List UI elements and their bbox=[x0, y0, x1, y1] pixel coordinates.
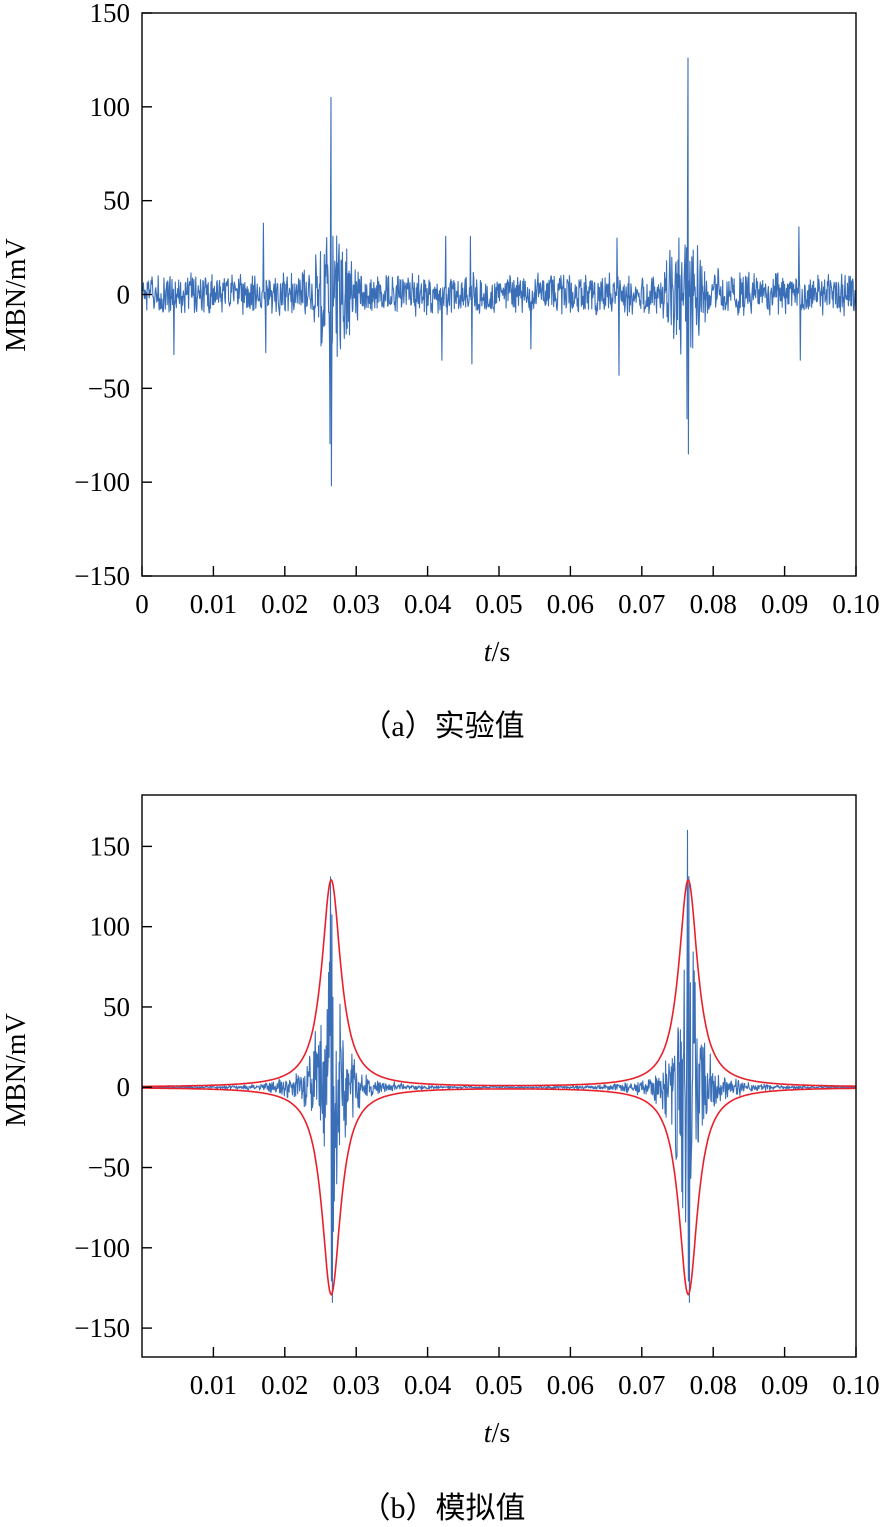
chart-b-signal bbox=[141, 829, 857, 1303]
chart-a-y-axis-label: MBN/mV bbox=[1, 238, 32, 352]
chart-a-x-tick-label: 0.05 bbox=[475, 589, 522, 619]
chart-b-x-tick-label: 0.10 bbox=[832, 1370, 879, 1400]
chart-a-signal-line bbox=[141, 57, 857, 487]
chart-a-x-tick-label: 0.03 bbox=[333, 589, 380, 619]
chart-b-x-tick-label: 0.07 bbox=[618, 1370, 665, 1400]
chart-a-caption: （a）实验值 bbox=[361, 710, 524, 743]
chart-b-x-axis: 0.01 0.02 0.03 0.04 0.05 0.06 0.07 0.08 0.09 0.10 bbox=[190, 1347, 880, 1400]
chart-b-x-axis-label-unit: /s bbox=[492, 1418, 511, 1449]
chart-b-plot-frame bbox=[141, 794, 857, 1358]
chart-a-x-tick-label: 0 bbox=[135, 589, 149, 619]
chart-b-x-axis-label: t/s bbox=[484, 1418, 510, 1449]
chart-a-x-tick-label: 0.09 bbox=[761, 589, 808, 619]
chart-a-x-axis-label-unit: /s bbox=[492, 637, 511, 668]
chart-a-y-tick-label: 100 bbox=[90, 92, 131, 122]
chart-b-y-tick-label: 0 bbox=[117, 1072, 131, 1102]
chart-b-x-tick-label: 0.05 bbox=[475, 1370, 522, 1400]
chart-b-envelope-lower bbox=[142, 1087, 856, 1297]
chart-b-x-axis-label-t: t bbox=[484, 1418, 493, 1449]
chart-b-y-tick-label: −50 bbox=[88, 1153, 130, 1183]
chart-a-x-tick-label: 0.06 bbox=[547, 589, 594, 619]
chart-b-y-tick-label: −150 bbox=[74, 1313, 130, 1343]
chart-a-x-tick-label: 0.02 bbox=[261, 589, 308, 619]
chart-a-y-tick-label: 0 bbox=[117, 280, 131, 310]
chart-b-y-tick-label: −100 bbox=[74, 1233, 130, 1263]
chart-b-x-tick-label: 0.03 bbox=[333, 1370, 380, 1400]
chart-b-x-tick-label: 0.06 bbox=[547, 1370, 594, 1400]
chart-b-envelope bbox=[142, 878, 856, 1297]
chart-b-y-tick-label: 50 bbox=[103, 992, 130, 1022]
chart-a-signal bbox=[141, 57, 857, 487]
chart-b-envelope-upper bbox=[142, 878, 856, 1088]
chart-a-x-tick-label: 0.10 bbox=[832, 589, 879, 619]
chart-b-caption: （b）模拟值 bbox=[361, 1492, 526, 1525]
chart-a-y-tick-label: −100 bbox=[74, 467, 130, 497]
chart-b-y-tick-label: 150 bbox=[90, 831, 131, 861]
chart-a-x-axis-label: t/s bbox=[484, 637, 510, 668]
chart-b-x-tick-label: 0.04 bbox=[404, 1370, 452, 1400]
chart-a-y-tick-label: 50 bbox=[103, 186, 130, 216]
chart-a-x-axis-label-t: t bbox=[484, 637, 493, 668]
chart-a-y-tick-label: −150 bbox=[74, 561, 130, 591]
chart-b-y-axis: 150 100 50 0 −50 −100 −150 bbox=[74, 831, 152, 1343]
chart-b-x-tick-label: 0.08 bbox=[690, 1370, 737, 1400]
chart-a-x-tick-label: 0.08 bbox=[690, 589, 737, 619]
chart-b-y-axis-label: MBN/mV bbox=[1, 1013, 32, 1127]
chart-a-y-tick-label: 150 bbox=[90, 0, 131, 28]
chart-b-y-tick-label: 100 bbox=[90, 912, 131, 942]
chart-a-x-axis: 0 0.01 0.02 0.03 0.04 0.05 0.06 0.07 0.08 0.09 0.1… bbox=[135, 566, 880, 619]
chart-b-signal-line bbox=[141, 829, 857, 1303]
chart-b-x-tick-label: 0.01 bbox=[190, 1370, 237, 1400]
chart-a-y-axis: 150 100 50 0 −50 −100 −150 bbox=[74, 0, 152, 591]
chart-b-x-tick-label: 0.02 bbox=[261, 1370, 308, 1400]
chart-a-x-tick-label: 0.01 bbox=[190, 589, 237, 619]
chart-a-x-tick-label: 0.04 bbox=[404, 589, 452, 619]
chart-b-x-tick-label: 0.09 bbox=[761, 1370, 808, 1400]
chart-a: 150 100 50 0 −50 −100 −150 0 0.01 0.02 0.03 0.04 0.… bbox=[1, 0, 880, 743]
chart-a-x-tick-label: 0.07 bbox=[618, 589, 665, 619]
chart-a-y-tick-label: −50 bbox=[88, 373, 130, 403]
